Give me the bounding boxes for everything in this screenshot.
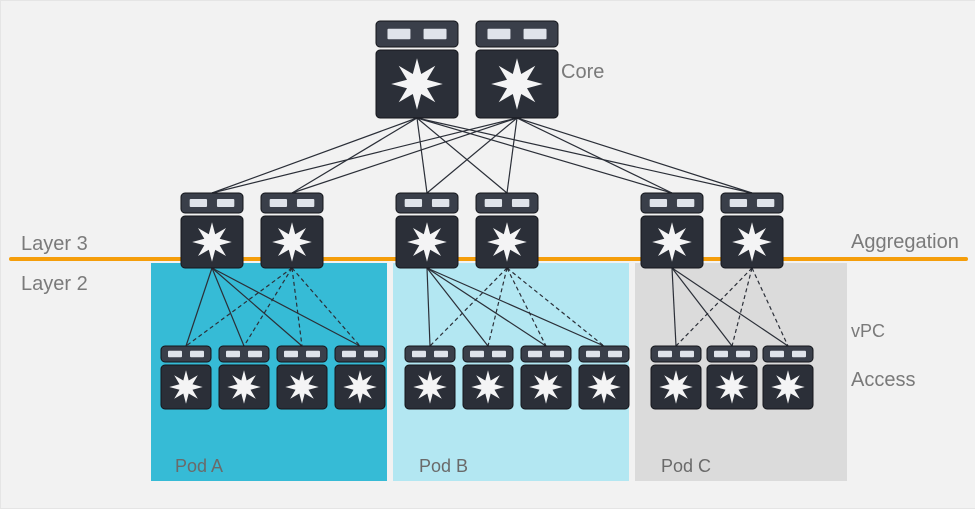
label-layer3: Layer 3 bbox=[21, 233, 88, 256]
diagram-stage: Core Layer 3 Layer 2 Aggregation vPC Acc… bbox=[0, 0, 975, 509]
label-pod-c: Pod C bbox=[661, 456, 711, 477]
label-pod-a: Pod A bbox=[175, 456, 223, 477]
diagram-svg bbox=[1, 1, 975, 508]
label-pod-b: Pod B bbox=[419, 456, 468, 477]
label-layer2: Layer 2 bbox=[21, 273, 88, 296]
label-vpc: vPC bbox=[851, 321, 885, 342]
label-aggregation: Aggregation bbox=[851, 231, 959, 254]
label-access: Access bbox=[851, 369, 915, 392]
label-core: Core bbox=[561, 61, 604, 84]
